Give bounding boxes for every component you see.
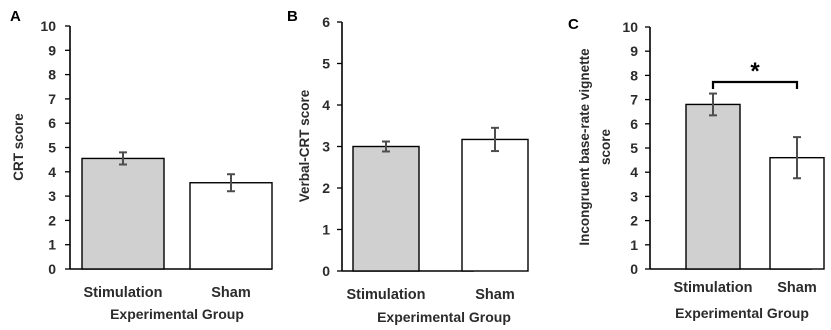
y-tick-label: 6: [48, 115, 56, 131]
y-axis-title-line: Incongruent base-rate vignette: [577, 48, 592, 246]
y-axis-title-line: score: [598, 128, 613, 165]
y-tick-label: 2: [630, 213, 638, 229]
y-tick-label: 7: [48, 91, 56, 107]
y-tick-label: 5: [48, 140, 56, 156]
bar-stimulation: [352, 145, 420, 272]
y-tick-label: 0: [630, 261, 638, 277]
category-label: Sham: [475, 287, 515, 303]
y-tick-label: 9: [630, 43, 638, 59]
y-tick-label: 3: [48, 188, 56, 204]
significance-bracket: [711, 80, 799, 89]
y-axis-title: Verbal-CRT score: [297, 89, 312, 202]
chart-panel-b: B 0 1 2 3 4 5 6 Stimulation Sham Experimental Grou…: [287, 8, 529, 325]
bar-sham: [461, 138, 529, 272]
y-tick-label: 1: [630, 237, 638, 253]
y-tick-label: 10: [40, 18, 56, 34]
y-tick-label: 5: [630, 140, 638, 156]
y-tick-label: 3: [322, 139, 330, 155]
bar-sham: [189, 182, 273, 270]
y-tick-label: 3: [630, 188, 638, 204]
y-tick-label: 1: [322, 222, 330, 238]
y-axis-title: Incongruent base-rate vignette score: [577, 48, 613, 246]
panel-letter: C: [568, 16, 579, 33]
y-tick-label: 6: [630, 116, 638, 132]
chart-panel-c: C 0 1 2 3 4 5 6 7 8 9 10 Stimulation Sham Experimental…: [568, 16, 825, 321]
y-tick-label: 10: [622, 19, 638, 35]
x-axis-title: Experimental Group: [377, 309, 511, 325]
bar-stimulation: [81, 157, 165, 270]
y-tick-label: 1: [48, 237, 56, 253]
category-label: Stimulation: [674, 280, 753, 296]
y-tick-label: 6: [322, 14, 330, 30]
y-tick-label: 4: [630, 164, 638, 180]
significance-star: *: [750, 58, 760, 85]
panel-letter: B: [287, 8, 298, 25]
y-axis-title: CRT score: [11, 113, 26, 181]
y-tick-label: 9: [48, 42, 56, 58]
category-label: Stimulation: [84, 285, 163, 301]
chart-panel-a: A 0 1 2 3 4 5 6 7 8 9 10 Stimulation Sham Experimental…: [10, 8, 273, 322]
category-label: Sham: [211, 285, 251, 301]
category-label: Sham: [777, 280, 817, 296]
y-tick-label: 0: [48, 261, 56, 277]
y-tick-label: 4: [48, 164, 56, 180]
x-axis-title: Experimental Group: [110, 306, 244, 322]
y-tick-label: 8: [48, 67, 56, 83]
y-tick-label: 0: [322, 263, 330, 279]
bar-stimulation: [685, 103, 741, 270]
y-tick-label: 8: [630, 67, 638, 83]
y-tick-label: 2: [48, 212, 56, 228]
panel-letter: A: [10, 8, 21, 25]
y-tick-label: 2: [322, 180, 330, 196]
y-tick-label: 4: [322, 97, 330, 113]
category-label: Stimulation: [347, 287, 426, 303]
x-axis-title: Experimental Group: [675, 305, 809, 321]
y-tick-label: 5: [322, 56, 330, 72]
y-tick-label: 7: [630, 92, 638, 108]
